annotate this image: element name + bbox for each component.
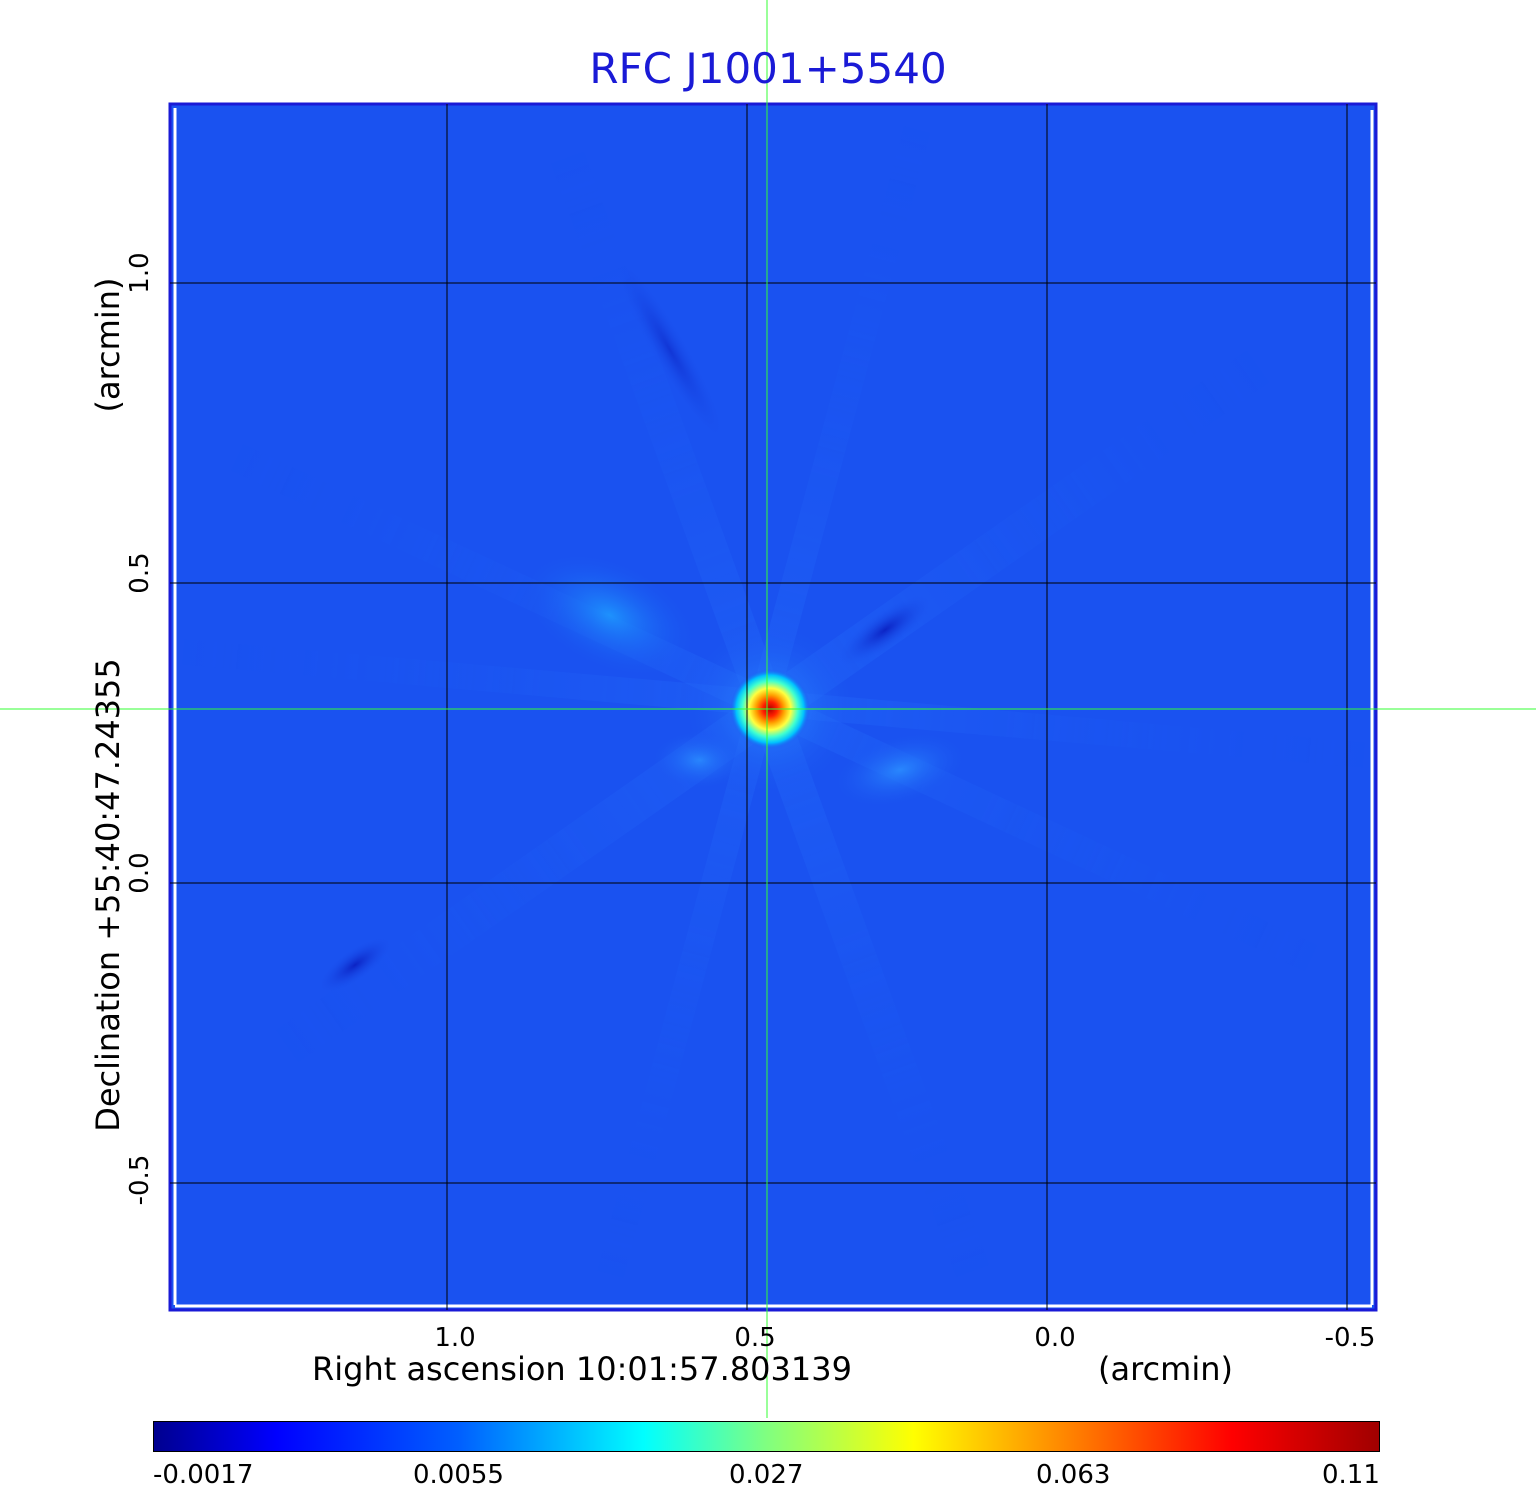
x-tick-label: -0.5: [1324, 1323, 1376, 1353]
x-axis-unit: (arcmin): [1098, 1350, 1233, 1388]
y-tick-label: 1.0: [125, 252, 155, 294]
x-tick-label: 1.0: [434, 1323, 476, 1353]
y-axis-unit: (arcmin): [89, 277, 127, 413]
crosshair: [0, 0, 1536, 1418]
colorbar-tick-label: -0.0017: [153, 1460, 254, 1490]
image-field: [170, 104, 1376, 1310]
colorbar-tick-label: 0.0055: [413, 1460, 504, 1490]
colorbar: [153, 1421, 1380, 1452]
colorbar-tick-label: 0.11: [1322, 1460, 1380, 1490]
x-tick-label: 0.5: [734, 1323, 776, 1353]
image-title: RFC J1001+5540: [589, 44, 947, 93]
x-axis-label: Right ascension 10:01:57.803139: [312, 1350, 852, 1388]
y-tick-label: 0.5: [125, 552, 155, 594]
coordinate-grid: [170, 104, 1376, 1310]
y-tick-label: -0.5: [125, 1154, 155, 1206]
colorbar-tick-label: 0.027: [729, 1460, 804, 1490]
x-tick-label: 0.0: [1034, 1323, 1076, 1353]
y-tick-label: 0.0: [125, 852, 155, 894]
colorbar-tick-label: 0.063: [1036, 1460, 1111, 1490]
